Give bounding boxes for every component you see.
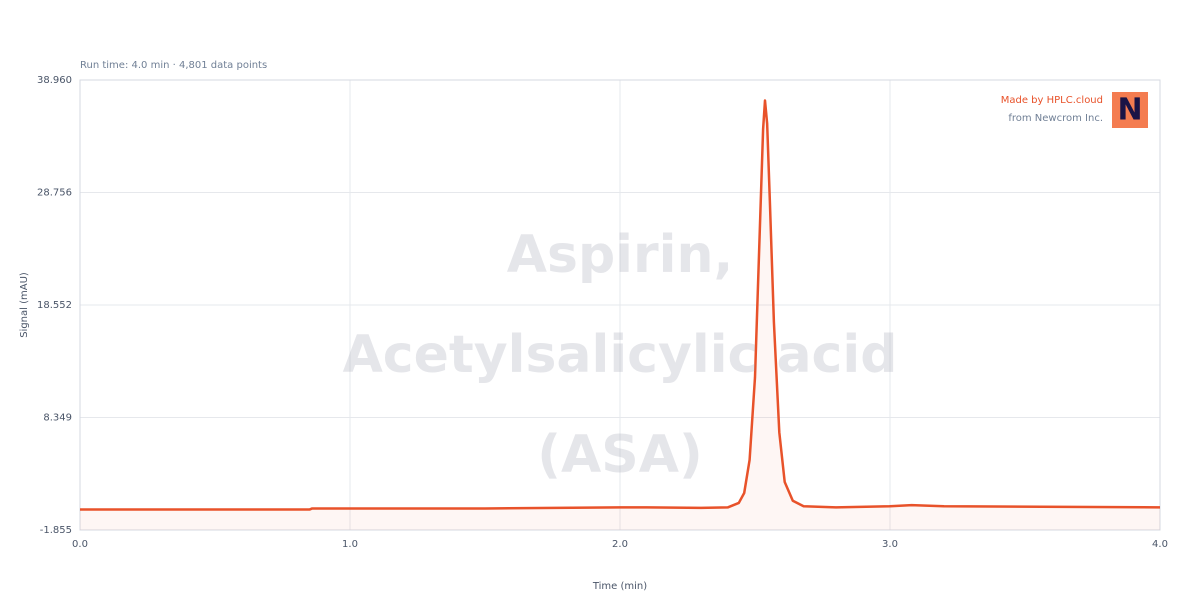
x-tick-label: 2.0	[612, 539, 628, 550]
brand-made-by: Made by HPLC.cloud	[1001, 95, 1103, 106]
plot-border	[79, 79, 1161, 531]
logo-box	[1112, 92, 1148, 128]
y-tick-label: 28.756	[37, 188, 72, 199]
x-tick-label: 1.0	[342, 539, 358, 550]
x-axis-label: Time (min)	[592, 581, 647, 592]
x-tick-label: 0.0	[72, 539, 88, 550]
y-tick-label: -1.855	[40, 525, 72, 536]
y-tick-label: 38.960	[37, 75, 72, 86]
logo: N	[1117, 93, 1142, 128]
y-tick-label: 8.349	[43, 412, 72, 423]
watermark-title: Aspirin, Acetylsalicylic acid (ASA)	[342, 225, 898, 485]
x-tick-label: 3.0	[882, 539, 898, 550]
signal-line	[80, 99, 1161, 511]
brand-from: from Newcrom Inc.	[1008, 113, 1103, 124]
y-axis-label: Signal (mAU)	[19, 272, 30, 338]
subtitle: Run time: 4.0 min · 4,801 data points	[80, 60, 267, 71]
y-tick-label: 18.552	[37, 300, 72, 311]
x-tick-label: 4.0	[1152, 539, 1168, 550]
